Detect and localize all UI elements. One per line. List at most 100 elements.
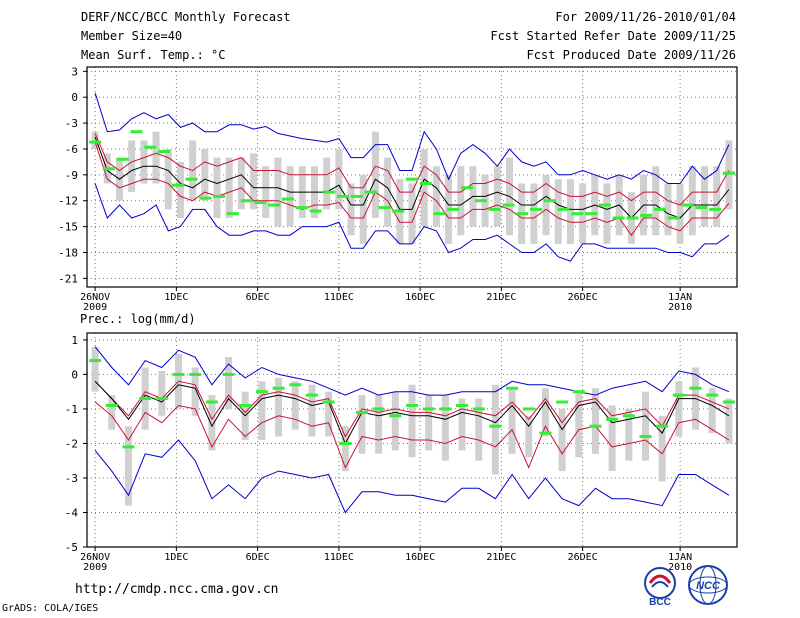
x-tick-label: 21DEC [486,552,516,563]
y-tick-label: 0 [71,91,78,104]
ensemble-box [341,426,349,472]
ncc-logo-text: NCC [696,580,721,592]
obs-marker [419,181,432,185]
series-lower-line [94,141,730,237]
ensemble-box [432,166,440,227]
y-tick-label: -2 [65,437,78,450]
obs-marker [226,212,239,216]
ensemble-box [558,408,566,472]
ensemble-box [208,395,216,451]
ensemble-box [291,381,299,430]
obs-marker [439,407,452,411]
ensemble-box [347,183,355,236]
ensemble-box [335,148,343,210]
footer-url[interactable]: http://cmdp.ncc.cma.gov.cn [75,582,279,597]
obs-marker [213,194,226,198]
obs-marker [171,183,184,187]
obs-marker [543,199,556,203]
obs-marker [656,424,669,428]
obs-marker [364,190,377,194]
series-max-line [94,346,730,396]
ensemble-box [457,166,465,236]
ensemble-box [201,148,209,201]
obs-marker [612,216,625,220]
forecast-started: Fcst Started Refer Date 2009/11/25 [490,29,736,43]
obs-marker [185,177,198,181]
ensemble-box [225,357,233,409]
ensemble-box [91,346,99,392]
obs-marker [672,393,685,397]
x-tick-sublabel: 2009 [83,562,107,573]
obs-marker [389,414,402,418]
y-tick-label: 1 [71,334,78,347]
ensemble-box [108,395,116,430]
series-upper-line [94,133,730,206]
obs-marker [722,400,735,404]
ensemble-box [491,384,499,475]
ensemble-box [124,426,132,506]
ensemble-box [391,391,399,451]
ensemble-box [408,384,416,458]
obs-marker [272,386,285,390]
ensemble-box [308,384,316,437]
ensemble-box [675,381,683,437]
forecast-period: For 2009/11/26-2010/01/04 [555,10,736,24]
obs-marker [447,207,460,211]
ensemble-box [275,377,283,437]
obs-marker [392,209,405,213]
obs-marker [681,203,694,207]
obs-marker [472,407,485,411]
ensemble-box [603,183,611,244]
series-mean-line [94,380,730,445]
obs-marker [539,431,552,435]
obs-marker [606,417,619,421]
obs-marker [305,393,318,397]
obs-marker [572,390,585,394]
ensemble-box [652,166,660,236]
obs-marker [222,372,235,376]
ensemble-box [262,166,270,218]
obs-marker [622,414,635,418]
obs-marker [488,207,501,211]
obs-marker [282,197,295,201]
obs-marker [139,397,152,401]
y-tick-label: 0 [71,368,78,381]
obs-marker [89,140,102,144]
x-tick-label: 11DEC [324,552,354,563]
grads-credit: GrADS: COLA/IGES [2,603,99,614]
x-tick-label: 11DEC [324,292,354,303]
ensemble-box [425,395,433,451]
obs-marker [144,145,157,149]
x-tick-label: 26DEC [568,292,598,303]
obs-marker [695,206,708,210]
ensemble-box [542,174,550,236]
bcc-logo: BCC [644,567,676,608]
obs-marker [709,207,722,211]
obs-marker [585,212,598,216]
x-tick-label: 26NOV [80,292,110,303]
ensemble-box [213,157,221,218]
obs-marker [254,200,267,204]
ensemble-box [625,408,633,461]
forecast-produced: Fcst Produced Date 2009/11/26 [526,48,736,62]
obs-marker [155,397,168,401]
obs-marker [667,216,680,220]
y-tick-label: -21 [58,272,78,285]
obs-marker [322,400,335,404]
ensemble-box [420,148,428,227]
ensemble-box [371,131,379,218]
series-upper-line [94,380,730,438]
ensemble-box [176,161,184,218]
ensemble-box [158,370,166,416]
ensemble-box [508,388,516,454]
y-tick-label: 3 [71,65,78,78]
obs-marker [189,372,202,376]
ensemble-box [375,395,383,454]
ensemble-box [258,381,266,440]
obs-marker [522,407,535,411]
obs-marker [474,199,487,203]
ensemble-box [591,388,599,454]
ensemble-box [164,148,172,210]
obs-marker [433,212,446,216]
obs-marker [289,383,302,387]
